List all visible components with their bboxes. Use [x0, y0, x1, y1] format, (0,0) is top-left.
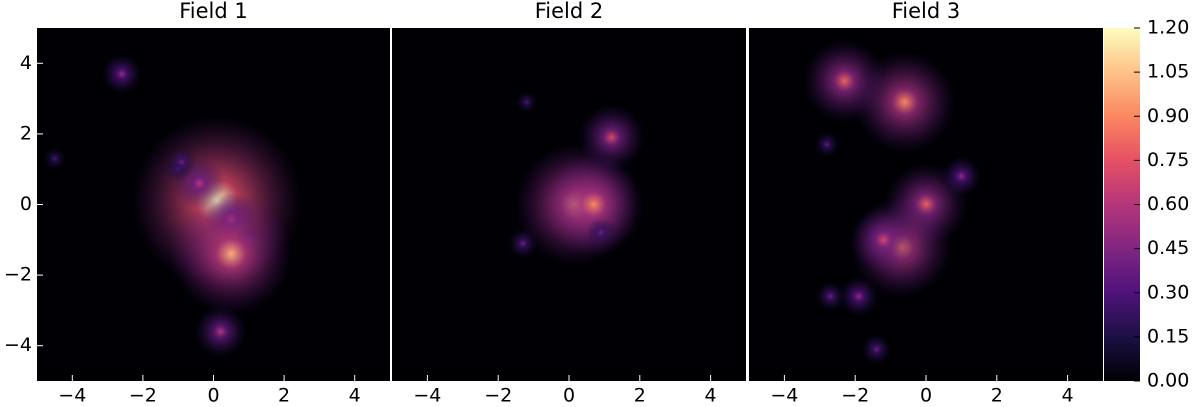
y-tick-label: 4	[20, 52, 32, 74]
colorbar-tick-label: 0.75	[1147, 149, 1189, 171]
colorbar-tick-label: 0.30	[1147, 281, 1189, 303]
x-tick-label: 0	[920, 385, 932, 407]
x-tick-label: −4	[770, 385, 798, 407]
panel-title: Field 2	[535, 0, 604, 23]
x-tick-label: 0	[207, 385, 219, 407]
source-glow	[543, 153, 645, 256]
y-tick-label: −2	[4, 264, 32, 286]
heatmap-image	[43, 54, 303, 358]
x-tick-label: −2	[484, 385, 512, 407]
x-tick-label: 4	[349, 385, 361, 407]
y-tick-label: −4	[4, 334, 32, 356]
source-glow	[941, 156, 982, 197]
source-glow	[101, 54, 142, 94]
colorbar-tick-label: 0.15	[1147, 325, 1189, 347]
source-glow	[508, 228, 538, 259]
source-glow	[578, 104, 645, 171]
source-glow	[170, 192, 293, 315]
x-tick-label: −4	[58, 385, 86, 407]
source-glow	[43, 147, 66, 170]
source-glow	[166, 147, 197, 177]
colorbar-tick-label: 0.45	[1147, 237, 1189, 259]
x-tick-label: 0	[563, 385, 575, 407]
y-tick-label: 2	[20, 122, 32, 144]
colorbar-tick-label: 1.20	[1147, 17, 1189, 39]
source-glow	[815, 281, 846, 312]
source-glow	[586, 217, 616, 248]
x-tick-label: 2	[634, 385, 646, 407]
panel-title: Field 1	[179, 0, 248, 23]
colorbar-tick-label: 0.00	[1147, 370, 1189, 392]
x-tick-label: −2	[841, 385, 869, 407]
x-tick-label: 2	[991, 385, 1003, 407]
x-tick-label: −4	[413, 385, 441, 407]
source-glow	[850, 206, 917, 273]
x-tick-label: 4	[705, 385, 717, 407]
y-tick-label: 0	[20, 193, 32, 215]
heatmap-image	[508, 91, 645, 266]
x-tick-label: 4	[1062, 385, 1074, 407]
source-glow	[814, 131, 840, 158]
colorbar-tick-label: 0.90	[1147, 105, 1189, 127]
source-glow	[861, 334, 892, 365]
panel-title: Field 3	[892, 0, 961, 23]
x-tick-label: −2	[129, 385, 157, 407]
source-glow	[515, 91, 538, 114]
source-glow	[194, 305, 247, 358]
source-glow	[838, 276, 879, 317]
colorbar-tick-label: 1.05	[1147, 61, 1189, 83]
x-tick-label: 2	[278, 385, 290, 407]
source-glow	[854, 51, 956, 153]
heatmap-image	[803, 39, 982, 365]
colorbar-tick-label: 0.60	[1147, 193, 1189, 215]
